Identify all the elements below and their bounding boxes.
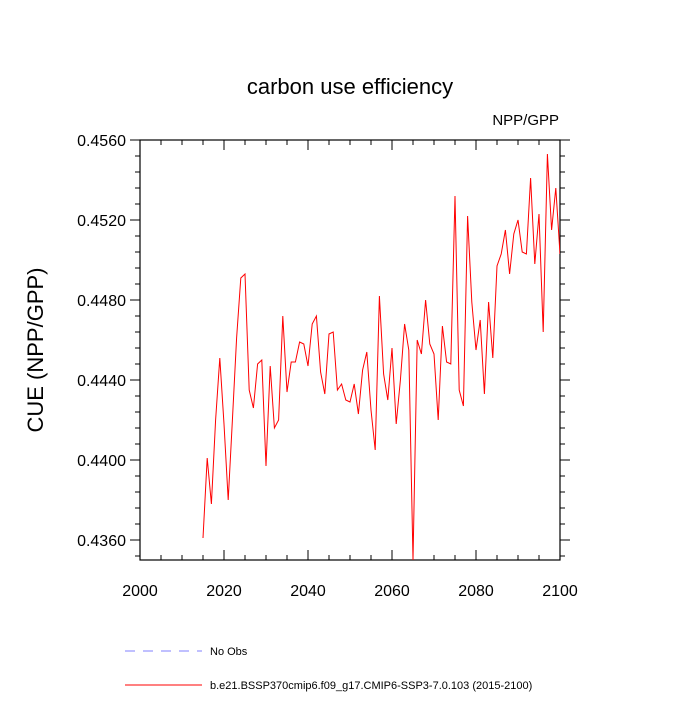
- x-axis: 2000 2020 2040 2060 2080 2100: [122, 140, 578, 600]
- y-tick-label: 0.4480: [77, 293, 126, 310]
- y-tick-label: 0.4520: [77, 213, 126, 230]
- x-tick-label: 2020: [206, 583, 242, 600]
- y-tick-label: 0.4360: [77, 533, 126, 550]
- y-tick-label: 0.4560: [77, 133, 126, 150]
- legend-label-2: b.e21.BSSP370cmip6.f09_g17.CMIP6-SSP3-7.…: [210, 680, 532, 692]
- chart-title: carbon use efficiency: [247, 74, 453, 99]
- chart-subtitle: NPP/GPP: [492, 112, 559, 129]
- plot-area-frame: [139, 139, 561, 561]
- x-tick-label: 2100: [542, 583, 578, 600]
- y-tick-label: 0.4440: [77, 373, 126, 390]
- legend: No Obs b.e21.BSSP370cmip6.f09_g17.CMIP6-S…: [125, 646, 532, 692]
- x-tick-label: 2000: [122, 583, 158, 600]
- y-axis-label: CUE (NPP/GPP): [23, 267, 48, 432]
- y-axis: 0.4360 0.4400 0.4440 0.4480 0.4520 0.4560: [77, 133, 570, 557]
- x-tick-label: 2040: [290, 583, 326, 600]
- y-tick-label: 0.4400: [77, 453, 126, 470]
- x-tick-label: 2080: [458, 583, 494, 600]
- series-layer: [202, 153, 560, 560]
- legend-label-1: No Obs: [210, 646, 248, 658]
- x-tick-label: 2060: [374, 583, 410, 600]
- series-line: [202, 153, 560, 560]
